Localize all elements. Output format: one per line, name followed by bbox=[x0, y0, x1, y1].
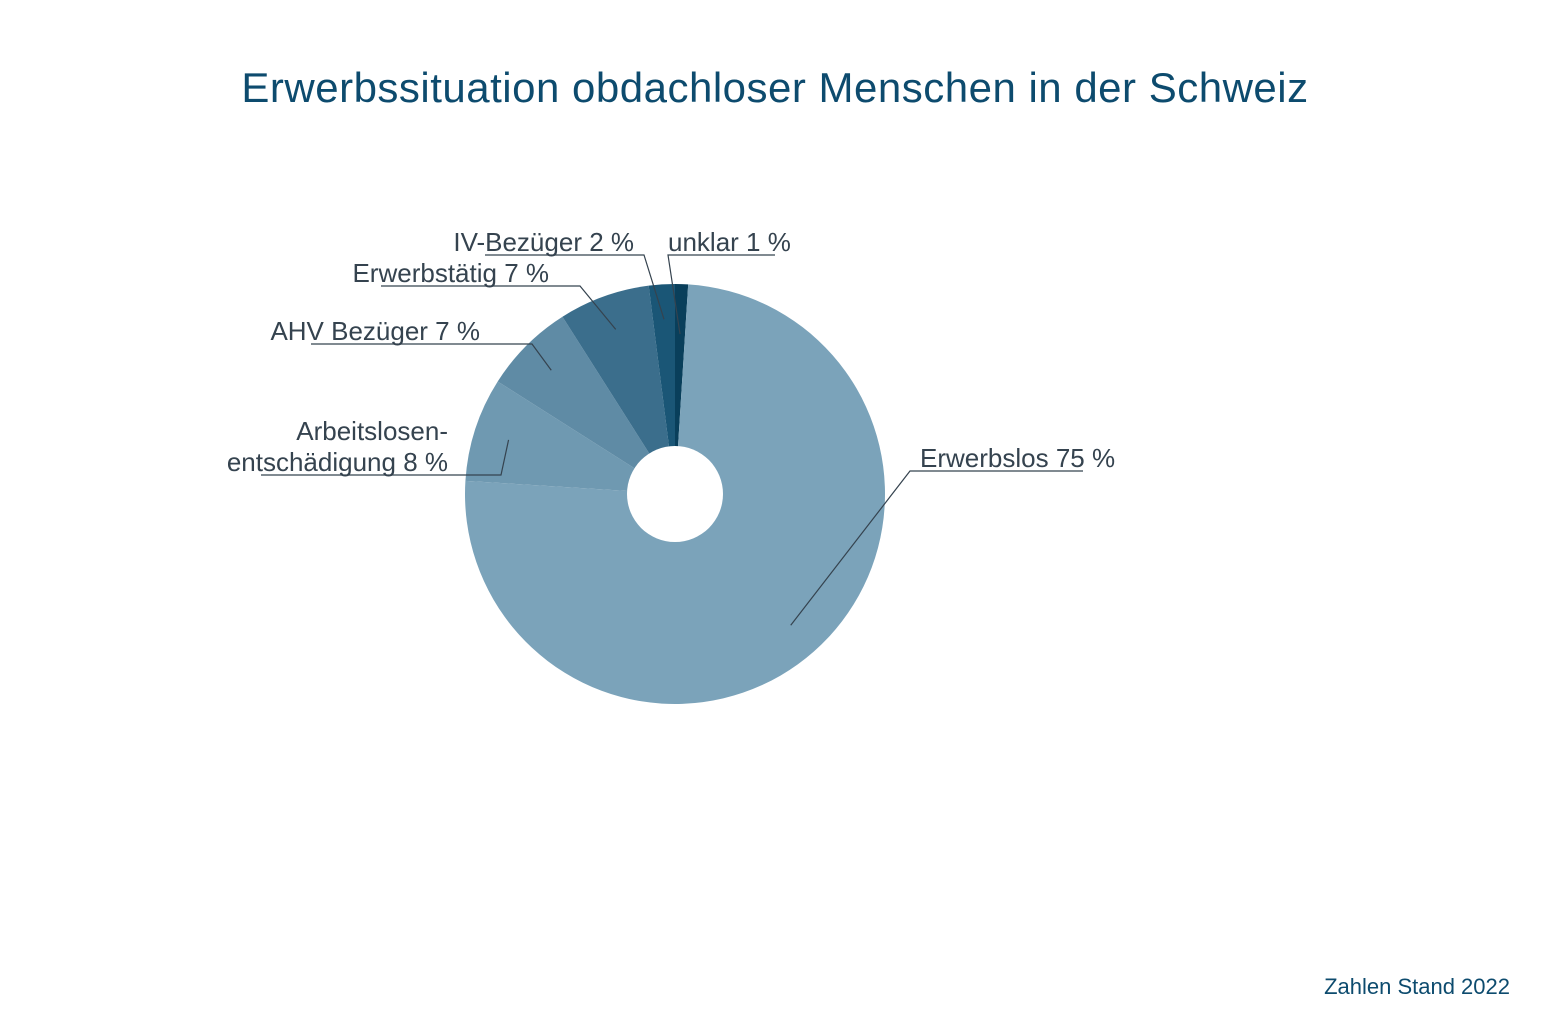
label-iv: IV-Bezüger 2 % bbox=[453, 227, 634, 257]
label-erwerbstaetig: Erwerbstätig 7 % bbox=[352, 258, 549, 288]
donut-hole bbox=[627, 446, 723, 542]
label-erwerbslos: Erwerbslos 75 % bbox=[920, 443, 1115, 473]
label-ahv: AHV Bezüger 7 % bbox=[270, 316, 480, 346]
label-unklar: unklar 1 % bbox=[668, 227, 791, 257]
label-arbeitslosen: Arbeitslosen-entschädigung 8 % bbox=[227, 416, 448, 477]
donut-chart: unklar 1 % Erwerbslos 75 % Arbeitslosen-en… bbox=[0, 0, 1550, 1030]
